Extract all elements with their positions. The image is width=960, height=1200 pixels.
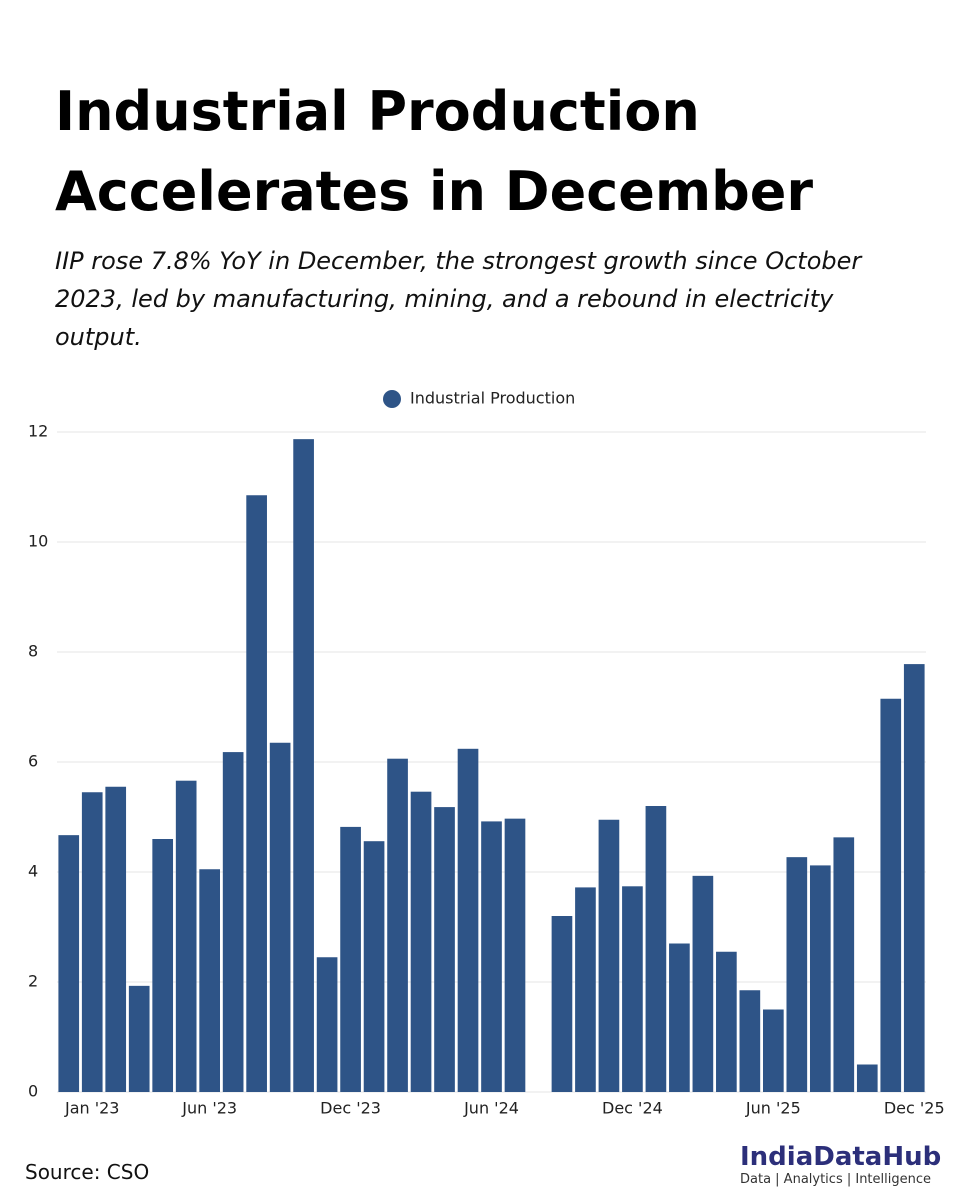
x-tick-label: Dec '24: [602, 1099, 663, 1118]
bar: [269, 742, 291, 1092]
bar: [58, 835, 80, 1092]
bar: [246, 495, 267, 1092]
x-tick-label: Jun '25: [745, 1099, 801, 1118]
bar: [128, 985, 150, 1092]
bar: [716, 951, 737, 1092]
bar: [199, 869, 220, 1092]
bar: [457, 748, 479, 1092]
bar: [575, 887, 596, 1092]
bar: [293, 439, 314, 1092]
bar: [152, 839, 174, 1092]
y-tick-label: 4: [28, 862, 38, 881]
y-tick-label: 12: [28, 422, 48, 441]
bar: [880, 698, 902, 1092]
bar: [786, 857, 808, 1092]
bar: [551, 916, 573, 1092]
title: Industrial Production Accelerates in Dec…: [55, 80, 814, 223]
tagline: Data | Analytics | Intelligence: [740, 1172, 932, 1187]
x-tick-label: Dec '23: [320, 1099, 381, 1118]
bar: [809, 865, 831, 1092]
bar: [598, 819, 620, 1092]
y-tick-label: 2: [28, 972, 38, 991]
bar: [222, 752, 244, 1092]
y-tick-label: 0: [28, 1082, 38, 1101]
bar: [81, 792, 103, 1092]
bar: [833, 837, 855, 1092]
brand: IndiaDataHub: [740, 1142, 942, 1172]
bar: [692, 875, 714, 1092]
bar: [363, 841, 385, 1092]
x-tick-label: Jun '24: [463, 1099, 519, 1118]
source: Source: CSO: [25, 1160, 150, 1184]
y-tick-label: 8: [28, 642, 38, 661]
legend-label: Industrial Production: [410, 389, 575, 408]
y-tick-label: 10: [28, 532, 48, 551]
bar: [622, 886, 643, 1092]
subtitle: IIP rose 7.8% YoY in December, the stron…: [55, 247, 862, 351]
bar: [481, 821, 502, 1092]
logo: IndiaDataHub Data | Analytics | Intellig…: [740, 1142, 941, 1187]
bar: [175, 780, 197, 1092]
bar: [739, 990, 761, 1092]
bar: [105, 786, 127, 1092]
bar: [856, 1064, 878, 1092]
bar: [903, 664, 925, 1092]
bar: [645, 806, 667, 1092]
x-tick-label: Jun '23: [181, 1099, 237, 1118]
bar: [504, 818, 526, 1092]
x-tick-label: Jan '23: [64, 1099, 120, 1118]
legend-marker: [383, 390, 401, 408]
bar: [410, 791, 432, 1092]
bar: [340, 826, 361, 1092]
y-tick-label: 6: [28, 752, 38, 771]
bar: [434, 807, 455, 1092]
bar: [316, 957, 338, 1092]
bar: [763, 1009, 784, 1092]
x-tick-label: Dec '25: [884, 1099, 945, 1118]
bar: [387, 758, 408, 1092]
bar: [669, 943, 690, 1092]
